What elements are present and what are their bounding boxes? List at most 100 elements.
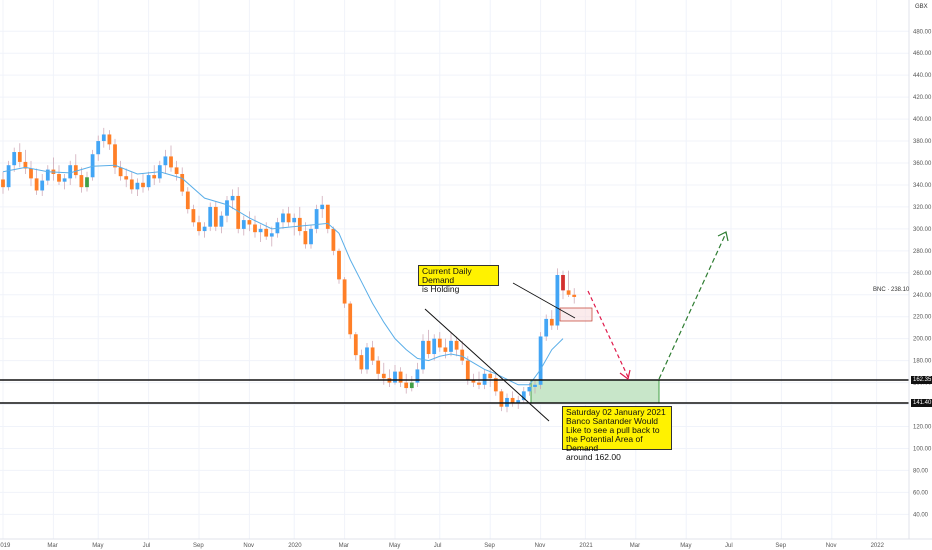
- candle-body: [73, 165, 78, 176]
- demand-note: Current Daily Demand is Holding: [418, 265, 499, 294]
- x-tick-label: Mar: [339, 543, 349, 549]
- last-price-label: BNC · 238.10: [873, 287, 910, 293]
- candle: [533, 380, 537, 394]
- candle: [281, 209, 285, 229]
- candle-body: [197, 222, 201, 232]
- candle-body: [107, 134, 112, 145]
- x-tick-label: 2022: [871, 543, 885, 549]
- y-tick-label: 40.00: [913, 512, 929, 518]
- candle: [79, 167, 84, 193]
- candle: [421, 334, 425, 374]
- candle-body: [561, 274, 565, 291]
- candle-body: [493, 378, 498, 392]
- y-tick-label: 440.00: [913, 73, 932, 79]
- candle: [230, 189, 235, 210]
- candle-body: [348, 303, 353, 335]
- candle-body: [241, 220, 246, 229]
- candle-body: [488, 373, 493, 379]
- candle-body: [85, 177, 89, 188]
- candle-body: [555, 274, 560, 326]
- x-tick-label: 2019: [0, 543, 11, 549]
- candle-body: [57, 173, 61, 182]
- x-tick-label: Sep: [193, 543, 204, 549]
- consolidation-box: [559, 307, 593, 322]
- candle-body: [258, 228, 263, 233]
- y-tick-label: 180.00: [913, 359, 932, 365]
- y-tick-label: 200.00: [913, 337, 932, 343]
- candle: [359, 349, 364, 374]
- candle: [337, 248, 341, 284]
- candle-body: [409, 382, 414, 389]
- y-tick-label: 400.00: [913, 117, 932, 123]
- candle: [348, 301, 353, 339]
- candle: [129, 171, 134, 194]
- candle: [51, 157, 56, 181]
- candle-body: [314, 209, 319, 229]
- candle: [353, 332, 358, 361]
- candle: [320, 195, 325, 218]
- candle: [432, 334, 437, 361]
- demand-note-pointer: [512, 282, 576, 319]
- y-tick-label: 460.00: [913, 51, 932, 57]
- candle-body: [169, 156, 173, 168]
- candle: [510, 391, 515, 407]
- y-tick-label: 260.00: [913, 271, 932, 277]
- candle: [23, 149, 28, 174]
- candle: [241, 215, 246, 236]
- candle-body: [404, 382, 409, 389]
- candle-body: [253, 224, 257, 233]
- candle-body: [370, 347, 375, 361]
- candle-body: [477, 382, 481, 385]
- candle-body: [544, 318, 549, 337]
- candle: [57, 165, 61, 185]
- candle-body: [303, 231, 308, 245]
- x-tick-label: Mar: [47, 543, 57, 549]
- candle: [426, 329, 431, 359]
- x-tick-label: Jul: [143, 543, 151, 549]
- candle: [169, 145, 173, 172]
- currency-label: GBX: [915, 4, 928, 10]
- y-tick-label: 120.00: [913, 424, 932, 430]
- candle: [1, 171, 5, 194]
- candle-body: [359, 355, 364, 370]
- x-tick-label: Mar: [630, 543, 640, 549]
- candle: [325, 204, 330, 234]
- candle-body: [96, 141, 101, 155]
- candle: [387, 369, 392, 387]
- candle: [213, 201, 218, 232]
- candle-body: [264, 228, 269, 237]
- candle-body: [247, 220, 252, 225]
- candle-body: [549, 318, 554, 326]
- candle: [191, 204, 196, 227]
- candle-body: [286, 213, 291, 223]
- y-tick-label: 300.00: [913, 227, 932, 233]
- candle: [219, 211, 224, 234]
- x-tick-label: May: [680, 543, 691, 549]
- y-tick-label: 100.00: [913, 446, 932, 452]
- candle: [208, 202, 213, 232]
- y-tick-label: 340.00: [913, 183, 932, 189]
- candle: [124, 168, 129, 188]
- candle-body: [437, 338, 442, 348]
- candle-body: [141, 182, 145, 188]
- candle-body: [6, 165, 11, 188]
- candle: [90, 149, 95, 181]
- level-tag-162: 162.35: [911, 376, 932, 384]
- candle-body: [297, 217, 302, 232]
- forecast-up-arrowhead: [717, 231, 729, 242]
- candle-body: [213, 206, 218, 227]
- candle: [521, 386, 526, 403]
- candle-body: [381, 373, 386, 379]
- candle-body: [124, 176, 129, 180]
- candle: [342, 277, 347, 308]
- candle: [146, 171, 151, 191]
- y-tick-label: 320.00: [913, 205, 932, 211]
- candle: [225, 195, 229, 223]
- x-tick-label: Nov: [826, 543, 837, 549]
- candle-body: [45, 169, 50, 181]
- candle-body: [538, 336, 543, 385]
- candle: [275, 217, 280, 238]
- y-tick-label: 80.00: [913, 468, 929, 474]
- candle: [460, 340, 465, 366]
- candle-body: [40, 180, 45, 191]
